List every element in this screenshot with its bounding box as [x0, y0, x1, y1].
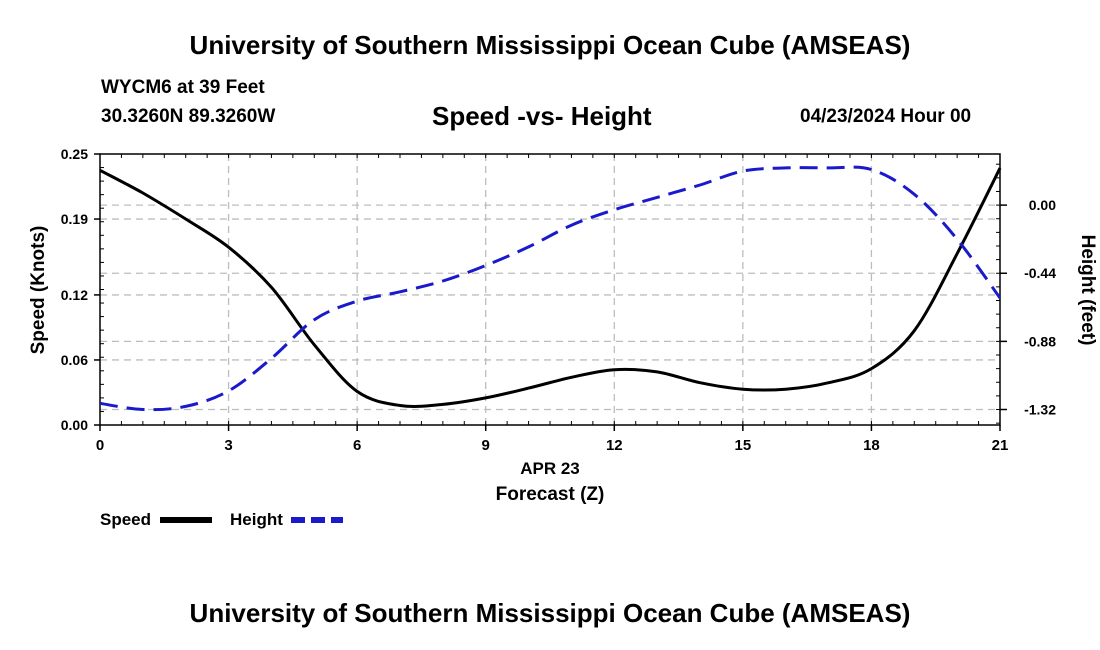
x-tick-label: 12: [606, 437, 623, 454]
x-tick-label: 0: [96, 437, 104, 454]
chart-subtitle: Speed -vs- Height: [432, 101, 652, 131]
y-axis-label: Speed (Knots): [28, 226, 49, 355]
station-coordinates: 30.3260N 89.3260W: [101, 106, 276, 127]
legend: Speed Height: [100, 510, 343, 529]
series-line-speed: [99, 167, 1002, 408]
station-label: WYCM6 at 39 Feet: [101, 77, 265, 98]
axes: 0 3 6 9 12 15 18 21 0.00 0.06 0.12 0.19 0.25 0.00 -0.4…: [61, 146, 1056, 454]
grid-lines: [100, 154, 1000, 425]
y-tick-label: 0.00: [61, 417, 88, 433]
x-tick-label: 9: [482, 437, 490, 454]
x-axis-date-label: APR 23: [520, 459, 580, 478]
y2-axis-label: Height (feet): [1077, 235, 1098, 346]
plot-frame: [99, 153, 1001, 426]
series-lines: [99, 165, 1002, 412]
footer-title: University of Southern Mississippi Ocean…: [189, 598, 911, 628]
x-tick-label: 15: [735, 437, 752, 454]
y2-tick-label: -1.32: [1024, 402, 1056, 418]
y-tick-label: 0.25: [61, 146, 88, 162]
legend-label-speed: Speed: [100, 510, 151, 529]
x-tick-label: 6: [353, 437, 361, 454]
y-tick-label: 0.06: [61, 352, 88, 368]
series-line-height: [99, 165, 1002, 412]
x-tick-label: 18: [863, 437, 880, 454]
y-tick-label: 0.19: [61, 211, 88, 227]
y-tick-label: 0.12: [61, 287, 88, 303]
x-tick-label: 21: [992, 437, 1009, 454]
chart-title: University of Southern Mississippi Ocean…: [189, 30, 911, 60]
forecast-datetime: 04/23/2024 Hour 00: [800, 106, 972, 127]
legend-label-height: Height: [230, 510, 283, 529]
y2-tick-label: 0.00: [1029, 197, 1056, 213]
y2-tick-label: -0.88: [1024, 333, 1056, 349]
y2-tick-label: -0.44: [1024, 265, 1056, 281]
x-tick-label: 3: [224, 437, 232, 454]
x-axis-label: Forecast (Z): [496, 484, 605, 505]
axis-labels: Speed (Knots) Height (feet) APR 23 Forec…: [28, 226, 1098, 505]
